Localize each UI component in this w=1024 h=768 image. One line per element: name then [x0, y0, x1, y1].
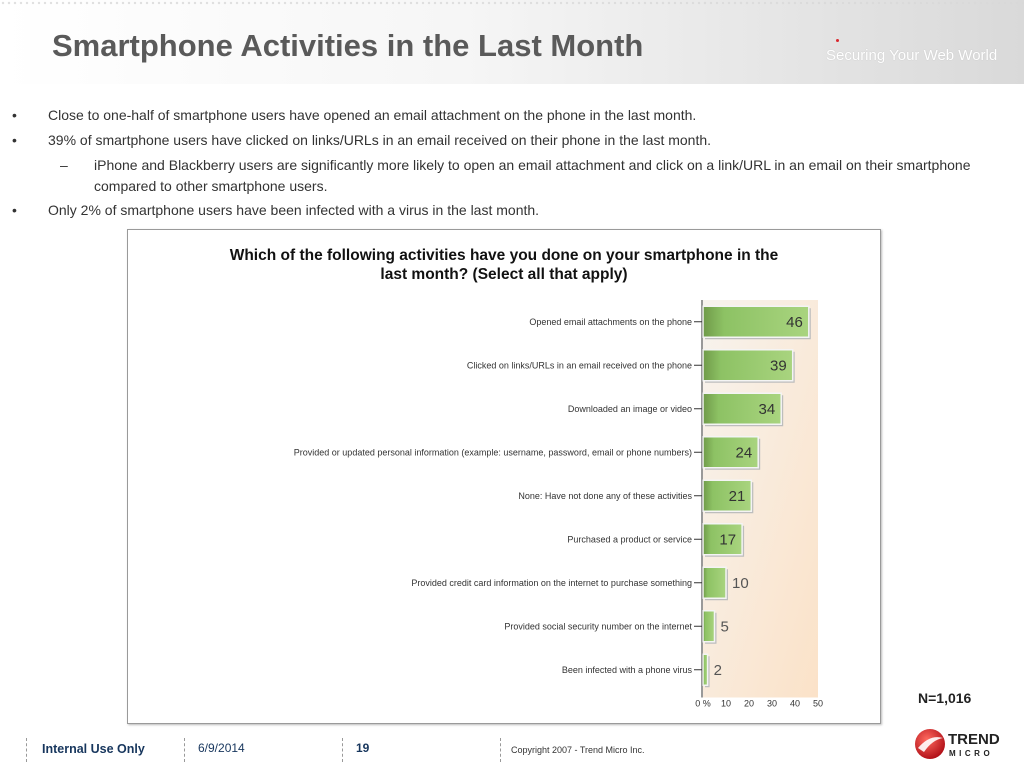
- footer-page-number: 19: [356, 741, 370, 755]
- bar: [702, 392, 782, 425]
- bullet-text: Close to one-half of smartphone users ha…: [48, 107, 697, 123]
- category-label: None: Have not done any of these activit…: [518, 491, 692, 501]
- value-label: 34: [759, 401, 776, 418]
- x-tick-label: 40: [790, 699, 800, 709]
- category-label: Purchased a product or service: [567, 534, 692, 544]
- chart-title: Which of the following activities have y…: [128, 246, 880, 284]
- bullet-mark: –: [60, 157, 68, 173]
- bar: [702, 523, 743, 556]
- bullet-text: 39% of smartphone users have clicked on …: [48, 132, 712, 148]
- trend-micro-logo: TREND MICRO: [915, 729, 1000, 759]
- header-banner: Smartphone Activities in the Last Month …: [0, 0, 1024, 84]
- x-tick-label: 50: [813, 699, 823, 709]
- bullet-text: iPhone and Blackberry users are signific…: [94, 157, 971, 194]
- footer-divider: [26, 738, 27, 762]
- x-tick-label: 30: [767, 699, 777, 709]
- bullet-mark: •: [12, 132, 17, 148]
- bar: [702, 349, 794, 382]
- value-label: 46: [786, 314, 803, 331]
- value-label: 17: [719, 531, 736, 548]
- chart-frame: Which of the following activities have y…: [127, 229, 881, 724]
- bullet-mark: •: [12, 107, 17, 123]
- logo-wordmark: TREND: [948, 731, 1000, 748]
- value-label: 39: [770, 357, 787, 374]
- value-label: 2: [714, 662, 722, 679]
- category-label: Opened email attachments on the phone: [529, 317, 692, 327]
- footer-date: 6/9/2014: [198, 741, 245, 755]
- tagline: Securing Your Web World: [826, 47, 998, 64]
- category-label: Been infected with a phone virus: [562, 665, 693, 675]
- bullet-item: • 39% of smartphone users have clicked on…: [12, 132, 711, 148]
- bar: [702, 610, 716, 643]
- bullet-mark: •: [12, 202, 17, 218]
- footer-copyright: Copyright 2007 - Trend Micro Inc.: [511, 745, 645, 755]
- value-label: 5: [721, 618, 729, 635]
- bar: [702, 653, 709, 686]
- category-label: Clicked on links/URLs in an email receiv…: [467, 360, 692, 370]
- bar: [702, 305, 810, 338]
- bullet-text: Only 2% of smartphone users have been in…: [48, 202, 540, 218]
- footer: Internal Use Only 6/9/2014 19 Copyright …: [0, 732, 1024, 768]
- logo-wordmark-sub: MICRO: [949, 749, 993, 758]
- chart-title-line: Which of the following activities have y…: [229, 247, 779, 264]
- bar: [702, 436, 759, 469]
- category-label: Provided or updated personal information…: [294, 447, 692, 457]
- category-label: Downloaded an image or video: [568, 404, 692, 414]
- x-tick-label: 0 %: [695, 699, 711, 709]
- chart-title-line: last month? (Select all that apply): [380, 266, 628, 283]
- footer-divider: [500, 738, 501, 762]
- value-label: 21: [729, 488, 746, 505]
- bar: [702, 479, 753, 512]
- value-label: 24: [736, 444, 753, 461]
- bullet-item: • Only 2% of smartphone users have been i…: [12, 202, 539, 218]
- x-tick-label: 20: [744, 699, 754, 709]
- value-label: 10: [732, 575, 749, 592]
- x-tick-label: 10: [721, 699, 731, 709]
- footer-classification: Internal Use Only: [42, 742, 145, 756]
- footer-divider: [184, 738, 185, 762]
- bar: [702, 566, 727, 599]
- footer-divider: [342, 738, 343, 762]
- tagline-dot: [836, 39, 839, 42]
- page-title: Smartphone Activities in the Last Month: [52, 28, 644, 63]
- category-label: Provided credit card information on the …: [411, 578, 692, 588]
- bullet-item: • Close to one-half of smartphone users h…: [12, 107, 696, 123]
- bar-chart: Opened email attachments on the phone 46 C…: [294, 300, 823, 709]
- sample-size-note: N=1,016: [918, 690, 972, 706]
- header-dot-pattern: [0, 0, 1024, 6]
- category-label: Provided social security number on the i…: [504, 621, 692, 631]
